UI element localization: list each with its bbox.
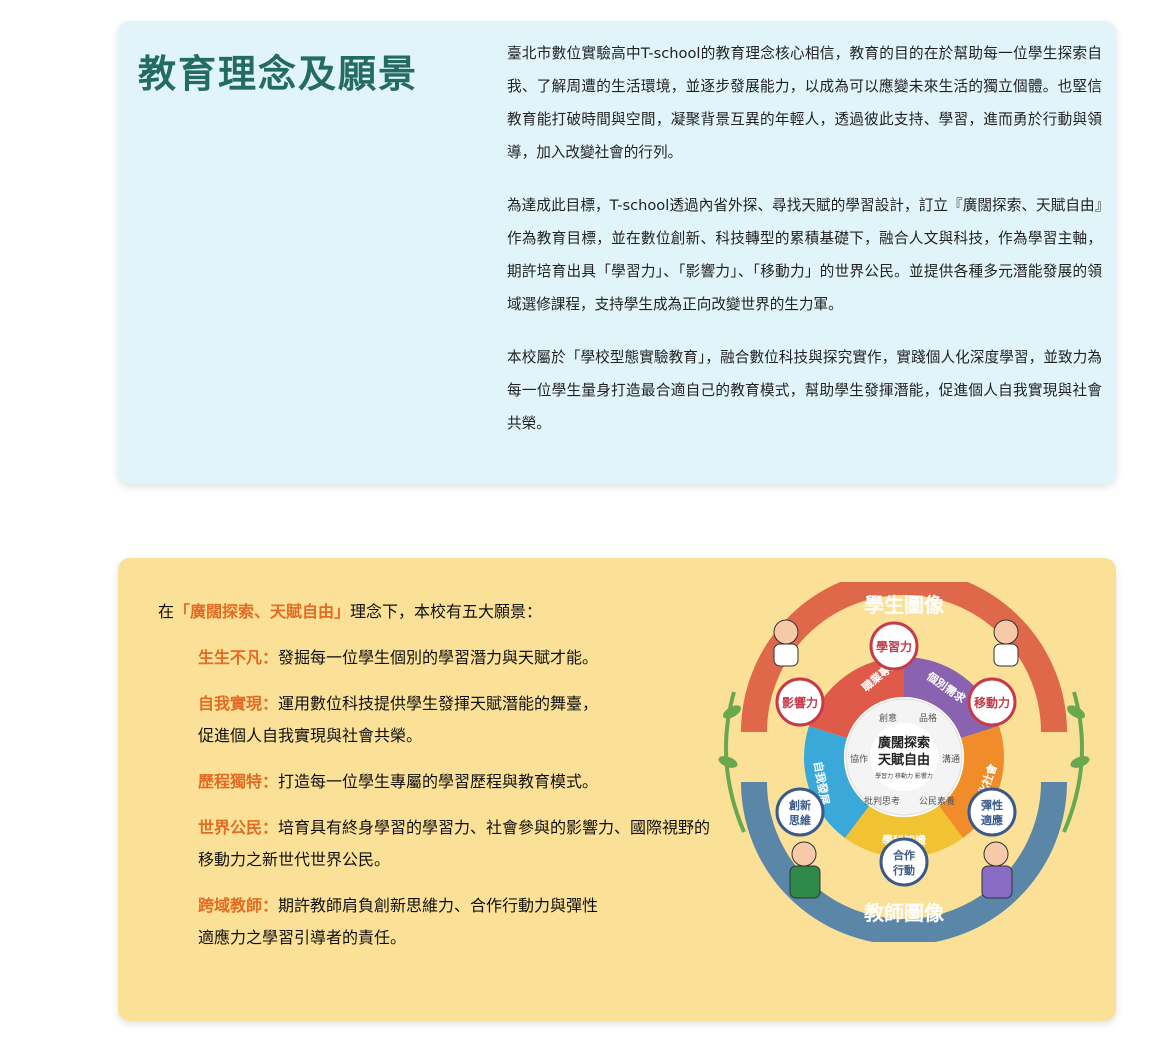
leaf-icon bbox=[1070, 756, 1090, 768]
vision-card: 在「廣闊探索、天賦自由」理念下，本校有五大願景： 生生不凡：發掘每一位學生個別的… bbox=[118, 558, 1116, 1021]
vision-list: 生生不凡：發掘每一位學生個別的學習潛力與天賦才能。 自我實現：運用數位科技提供學… bbox=[158, 642, 718, 954]
vision-item: 生生不凡：發掘每一位學生個別的學習潛力與天賦才能。 bbox=[198, 642, 718, 674]
node-label: 影響力 bbox=[782, 695, 818, 710]
vision-motto: 「廣闊探索、天賦自由」 bbox=[174, 602, 351, 621]
vision-item-key: 生生不凡： bbox=[198, 648, 279, 667]
segment-subject bbox=[845, 806, 963, 858]
teacher-portrait-label: 教師圖像 bbox=[864, 901, 945, 925]
leaf-icon bbox=[722, 705, 742, 719]
node-label: 學習力 bbox=[876, 639, 912, 654]
vision-item-text: 期許教師肩負創新思維力、合作行動力與彈性 bbox=[278, 896, 599, 915]
teacher-figure-icon bbox=[981, 841, 1013, 899]
student-arc bbox=[741, 582, 1067, 733]
inner-label-citizenship: 公民素養 bbox=[919, 795, 955, 807]
vision-item-key: 世界公民： bbox=[198, 818, 279, 837]
vision-item: 跨域教師：期許教師肩負創新思維力、合作行動力與彈性適應力之學習引導者的責任。 bbox=[198, 890, 718, 954]
node-circle bbox=[879, 837, 929, 887]
vision-item-text-cont: 促進個人自我實現與社會共榮。 bbox=[198, 726, 423, 745]
node-circle bbox=[775, 787, 825, 837]
node-label: 行動 bbox=[892, 863, 915, 877]
center-motto-line1: 廣闊探索 bbox=[878, 735, 930, 751]
vision-item-key: 歷程獨特： bbox=[198, 772, 279, 791]
node-label: 適應 bbox=[981, 813, 1003, 827]
vision-item-text: 運用數位科技提供學生發揮天賦潛能的舞臺， bbox=[278, 694, 599, 713]
vision-item-text-cont: 適應力之學習引導者的責任。 bbox=[198, 928, 407, 947]
student-figure-icon bbox=[773, 619, 799, 667]
teacher-figure-icon bbox=[789, 841, 821, 899]
inner-label-creativity: 創意 bbox=[879, 712, 897, 724]
node-mobility: 移動力 bbox=[967, 677, 1017, 727]
center-disc bbox=[870, 723, 938, 791]
vision-list-block: 在「廣闊探索、天賦自由」理念下，本校有五大願景： 生生不凡：發掘每一位學生個別的… bbox=[158, 596, 718, 968]
node-resilience: 彈性 適應 bbox=[967, 787, 1017, 837]
vision-lead-prefix: 在 bbox=[158, 602, 175, 621]
intro-paragraph: 本校屬於「學校型態實驗教育」，融合數位科技與探究實作，實踐個人化深度學習，並致力… bbox=[507, 349, 1102, 432]
node-circle bbox=[967, 677, 1017, 727]
vision-item-text: 培育具有終身學習的學習力、社會參與的影響力、國際視野的移動力之新世代世界公民。 bbox=[198, 818, 711, 869]
node-circle bbox=[967, 787, 1017, 837]
intro-text: 臺北市數位實驗高中T-school的教育理念核心相信，教育的目的在於幫助每一位學… bbox=[507, 37, 1102, 460]
vision-lead: 在「廣闊探索、天賦自由」理念下，本校有五大願景： bbox=[158, 596, 718, 628]
vision-item-text: 打造每一位學生專屬的學習歷程與教育模式。 bbox=[278, 772, 599, 791]
node-cooperation: 合作 行動 bbox=[879, 837, 929, 887]
inner-label-critical: 批判思考 bbox=[864, 795, 900, 807]
node-circle bbox=[775, 677, 825, 727]
student-figure-icon bbox=[993, 619, 1019, 667]
intro-paragraph: 臺北市數位實驗高中T-school的教育理念核心相信，教育的目的在於幫助每一位學… bbox=[507, 45, 1102, 161]
node-label: 彈性 bbox=[981, 798, 1003, 812]
node-innovative: 創新 思維 bbox=[775, 787, 825, 837]
leaf-icon bbox=[718, 756, 738, 768]
teacher-arc bbox=[741, 781, 1067, 942]
vision-item-key: 跨域教師： bbox=[198, 896, 279, 915]
node-circle bbox=[869, 621, 919, 671]
center-sub: 學習力 移動力 影響力 bbox=[875, 772, 933, 780]
intro-paragraph: 為達成此目標，T-school透過內省外探、尋找天賦的學習設計，訂立『廣闊探索、… bbox=[507, 197, 1102, 313]
node-influence: 影響力 bbox=[775, 677, 825, 727]
inner-label-communication: 溝通 bbox=[942, 753, 960, 765]
center-motto-line2: 天賦自由 bbox=[878, 752, 930, 768]
vision-item: 自我實現：運用數位科技提供學生發揮天賦潛能的舞臺， 促進個人自我實現與社會共榮。 bbox=[198, 688, 718, 752]
leaf-icon bbox=[1066, 705, 1086, 719]
node-label: 移動力 bbox=[974, 695, 1010, 710]
learner-portrait-diagram: 學生圖像 教師圖像 職業專題 個別需求 自我發展 文化社會 學科知識 創意 品格… bbox=[718, 582, 1090, 942]
inner-label-collaboration: 協作 bbox=[850, 753, 868, 765]
vision-item: 世界公民：培育具有終身學習的學習力、社會參與的影響力、國際視野的移動力之新世代世… bbox=[198, 812, 718, 876]
node-label: 合作 bbox=[893, 848, 915, 862]
node-label: 思維 bbox=[789, 813, 811, 827]
vision-item-key: 自我實現： bbox=[198, 694, 279, 713]
vision-item-text: 發掘每一位學生個別的學習潛力與天賦才能。 bbox=[278, 648, 599, 667]
node-label: 創新 bbox=[788, 798, 811, 812]
vision-item: 歷程獨特：打造每一位學生專屬的學習歷程與教育模式。 bbox=[198, 766, 718, 798]
inner-label-character: 品格 bbox=[919, 712, 937, 724]
node-learning: 學習力 bbox=[869, 621, 919, 671]
section-title: 教育理念及願景 bbox=[138, 52, 419, 96]
student-portrait-label: 學生圖像 bbox=[864, 593, 945, 617]
segment-career bbox=[809, 657, 904, 738]
vision-lead-suffix: 理念下，本校有五大願景： bbox=[350, 602, 543, 621]
philosophy-card: 教育理念及願景 臺北市數位實驗高中T-school的教育理念核心相信，教育的目的… bbox=[118, 21, 1116, 484]
